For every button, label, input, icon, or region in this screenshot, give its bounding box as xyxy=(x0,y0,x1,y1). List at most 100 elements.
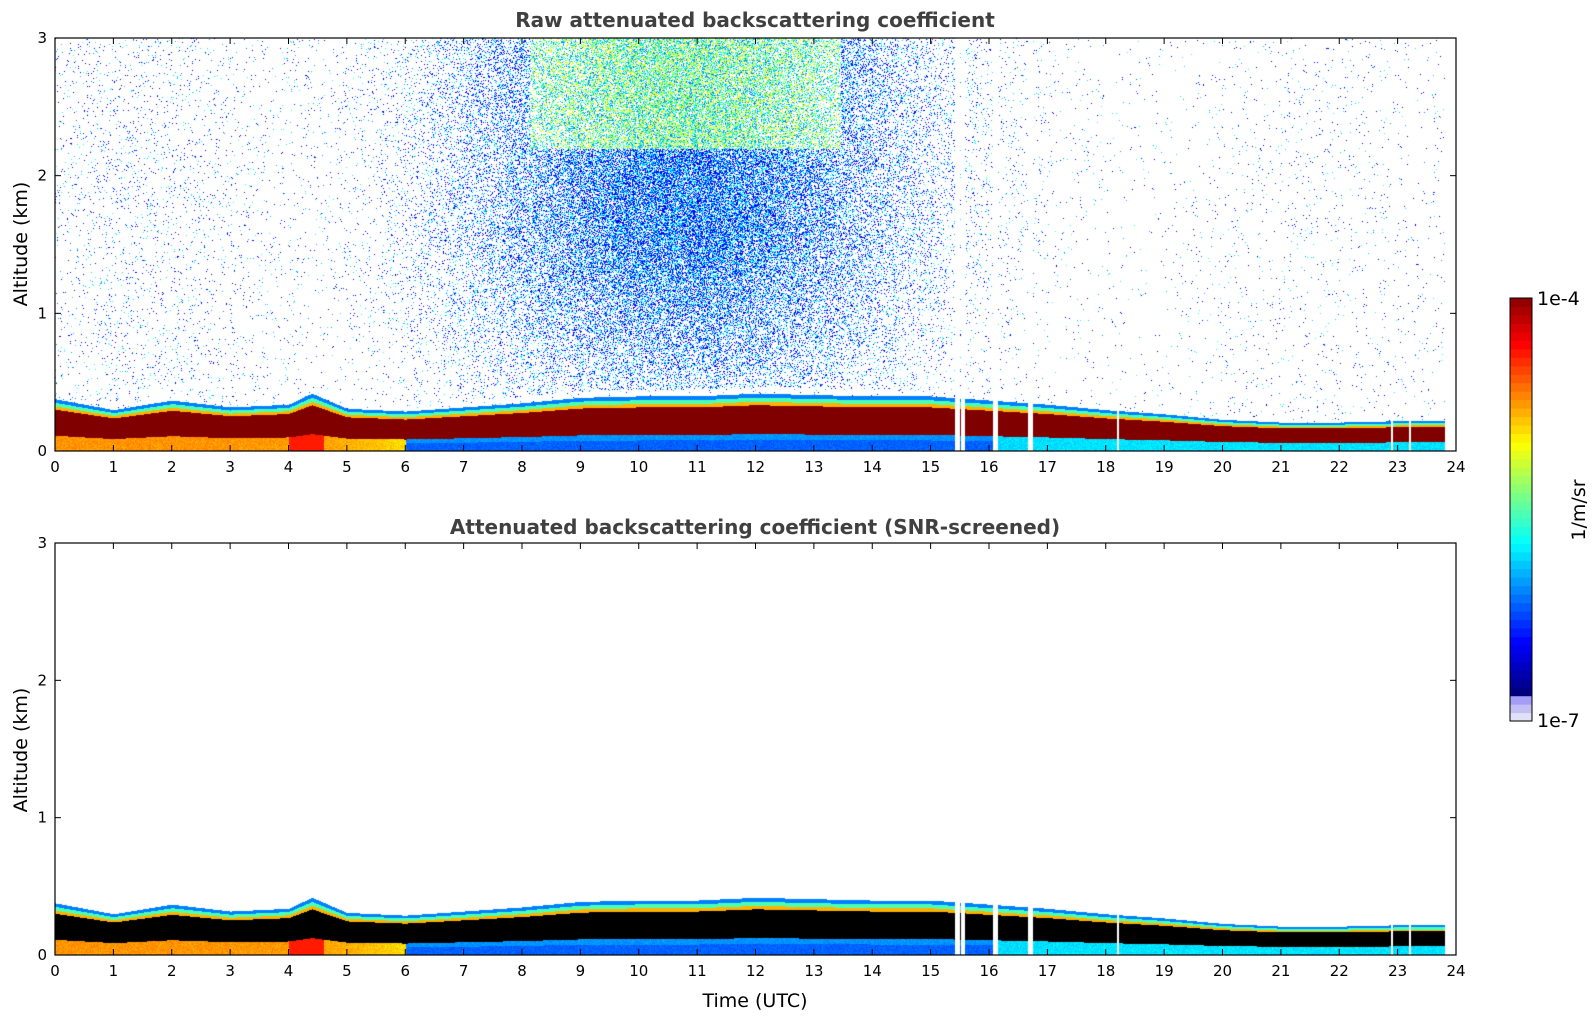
colorbar-step xyxy=(1510,687,1532,697)
colorbar-step xyxy=(1510,416,1532,426)
x-tick-label: 16 xyxy=(979,458,998,476)
x-tick-label: 11 xyxy=(688,458,707,476)
colorbar-step xyxy=(1510,577,1532,587)
colorbar-step xyxy=(1510,501,1532,511)
x-tick-label: 1 xyxy=(109,458,119,476)
x-tick-label: 7 xyxy=(459,458,469,476)
colorbar-step xyxy=(1510,340,1532,350)
colorbar-step xyxy=(1510,331,1532,341)
x-tick-label: 6 xyxy=(400,962,410,980)
colorbar-step xyxy=(1510,653,1532,663)
x-tick-label: 22 xyxy=(1330,458,1349,476)
y-tick-label: 3 xyxy=(37,29,47,47)
colorbar-gradient xyxy=(1510,298,1532,722)
colorbar-step xyxy=(1510,551,1532,561)
x-tick-label: 15 xyxy=(921,458,940,476)
colorbar-step xyxy=(1510,306,1532,316)
colorbar-step xyxy=(1510,636,1532,646)
x-tick-label: 7 xyxy=(459,962,469,980)
x-tick-label: 18 xyxy=(1096,458,1115,476)
x-tick-label: 20 xyxy=(1213,458,1232,476)
colorbar-step xyxy=(1510,450,1532,460)
colorbar-step xyxy=(1510,374,1532,384)
panel-raw-frame xyxy=(54,37,1457,452)
colorbar-step xyxy=(1510,526,1532,536)
colorbar-step xyxy=(1510,323,1532,333)
colorbar-step xyxy=(1510,357,1532,367)
colorbar-step xyxy=(1510,611,1532,621)
x-tick-label: 23 xyxy=(1388,962,1407,980)
panel-screened-frame xyxy=(54,542,1457,956)
x-tick-label: 12 xyxy=(746,962,765,980)
colorbar-step xyxy=(1510,314,1532,324)
x-tick-label: 20 xyxy=(1213,962,1232,980)
x-tick-label: 14 xyxy=(863,962,882,980)
x-tick-label: 5 xyxy=(342,458,352,476)
x-tick-label: 0 xyxy=(50,458,60,476)
colorbar-step xyxy=(1510,619,1532,629)
colorbar-step xyxy=(1510,517,1532,528)
colorbar-step xyxy=(1510,391,1532,401)
x-tick-label: 23 xyxy=(1388,458,1407,476)
x-tick-label: 6 xyxy=(400,458,410,476)
x-tick-label: 16 xyxy=(979,962,998,980)
panel-raw-heatmap xyxy=(55,38,1456,451)
x-tick-label: 12 xyxy=(746,458,765,476)
colorbar-step xyxy=(1510,695,1532,705)
x-tick-label: 13 xyxy=(804,962,823,980)
colorbar-step xyxy=(1510,644,1532,654)
y-tick-label: 2 xyxy=(37,167,47,185)
colorbar-step xyxy=(1510,560,1532,570)
panel-raw-ylabel: Altitude (km) xyxy=(10,182,32,307)
panel-raw: Raw attenuated backscattering coefficien… xyxy=(10,8,1466,476)
x-tick-label: 21 xyxy=(1271,458,1290,476)
y-tick-label: 1 xyxy=(37,809,47,827)
colorbar-step xyxy=(1510,661,1532,671)
colorbar-min-label: 1e-7 xyxy=(1537,710,1580,732)
x-tick-label: 10 xyxy=(629,458,648,476)
y-tick-label: 1 xyxy=(37,304,47,322)
x-tick-label: 17 xyxy=(1038,458,1057,476)
colorbar-step xyxy=(1510,670,1532,680)
x-tick-label: 19 xyxy=(1155,458,1174,476)
x-tick-label: 18 xyxy=(1096,962,1115,980)
x-tick-label: 10 xyxy=(629,962,648,980)
colorbar-step xyxy=(1510,433,1532,443)
x-tick-label: 3 xyxy=(225,458,235,476)
colorbar-step xyxy=(1510,543,1532,553)
x-tick-label: 11 xyxy=(688,962,707,980)
panel-screened-title: Attenuated backscattering coefficient (S… xyxy=(450,515,1060,539)
colorbar-step xyxy=(1510,594,1532,604)
x-tick-label: 4 xyxy=(284,458,294,476)
colorbar-step xyxy=(1510,568,1532,578)
x-tick-label: 4 xyxy=(284,962,294,980)
x-tick-label: 9 xyxy=(576,962,586,980)
colorbar-step xyxy=(1510,602,1532,612)
x-tick-label: 22 xyxy=(1330,962,1349,980)
x-tick-label: 0 xyxy=(50,962,60,980)
panel-raw-title: Raw attenuated backscattering coefficien… xyxy=(515,8,995,32)
colorbar-step xyxy=(1510,441,1532,451)
colorbar-frame xyxy=(1509,297,1533,722)
x-tick-label: 24 xyxy=(1446,962,1465,980)
colorbar-step xyxy=(1510,627,1532,637)
colorbar-step xyxy=(1510,704,1532,714)
colorbar-max-label: 1e-4 xyxy=(1537,288,1580,310)
colorbar-step xyxy=(1510,678,1532,688)
x-tick-label: 3 xyxy=(225,962,235,980)
panel-screened-ylabel: Altitude (km) xyxy=(10,688,32,813)
colorbar-step xyxy=(1510,424,1532,434)
x-tick-label: 17 xyxy=(1038,962,1057,980)
panel-raw-ticks: 0 1 2 3 4 5 6 7 8 9 10 11 12 13 14 15 16 17 18 19 20 21 22 23 24… xyxy=(37,29,1465,476)
x-tick-label: 2 xyxy=(167,458,177,476)
colorbar-step xyxy=(1510,509,1532,519)
y-tick-label: 0 xyxy=(37,442,47,460)
colorbar-step xyxy=(1510,298,1532,308)
panel-screened-xlabel: Time (UTC) xyxy=(701,990,807,1012)
x-tick-label: 24 xyxy=(1446,458,1465,476)
y-tick-label: 2 xyxy=(37,671,47,689)
x-tick-label: 14 xyxy=(863,458,882,476)
colorbar-unit-label: 1/m/sr xyxy=(1568,479,1590,540)
x-tick-label: 21 xyxy=(1271,962,1290,980)
